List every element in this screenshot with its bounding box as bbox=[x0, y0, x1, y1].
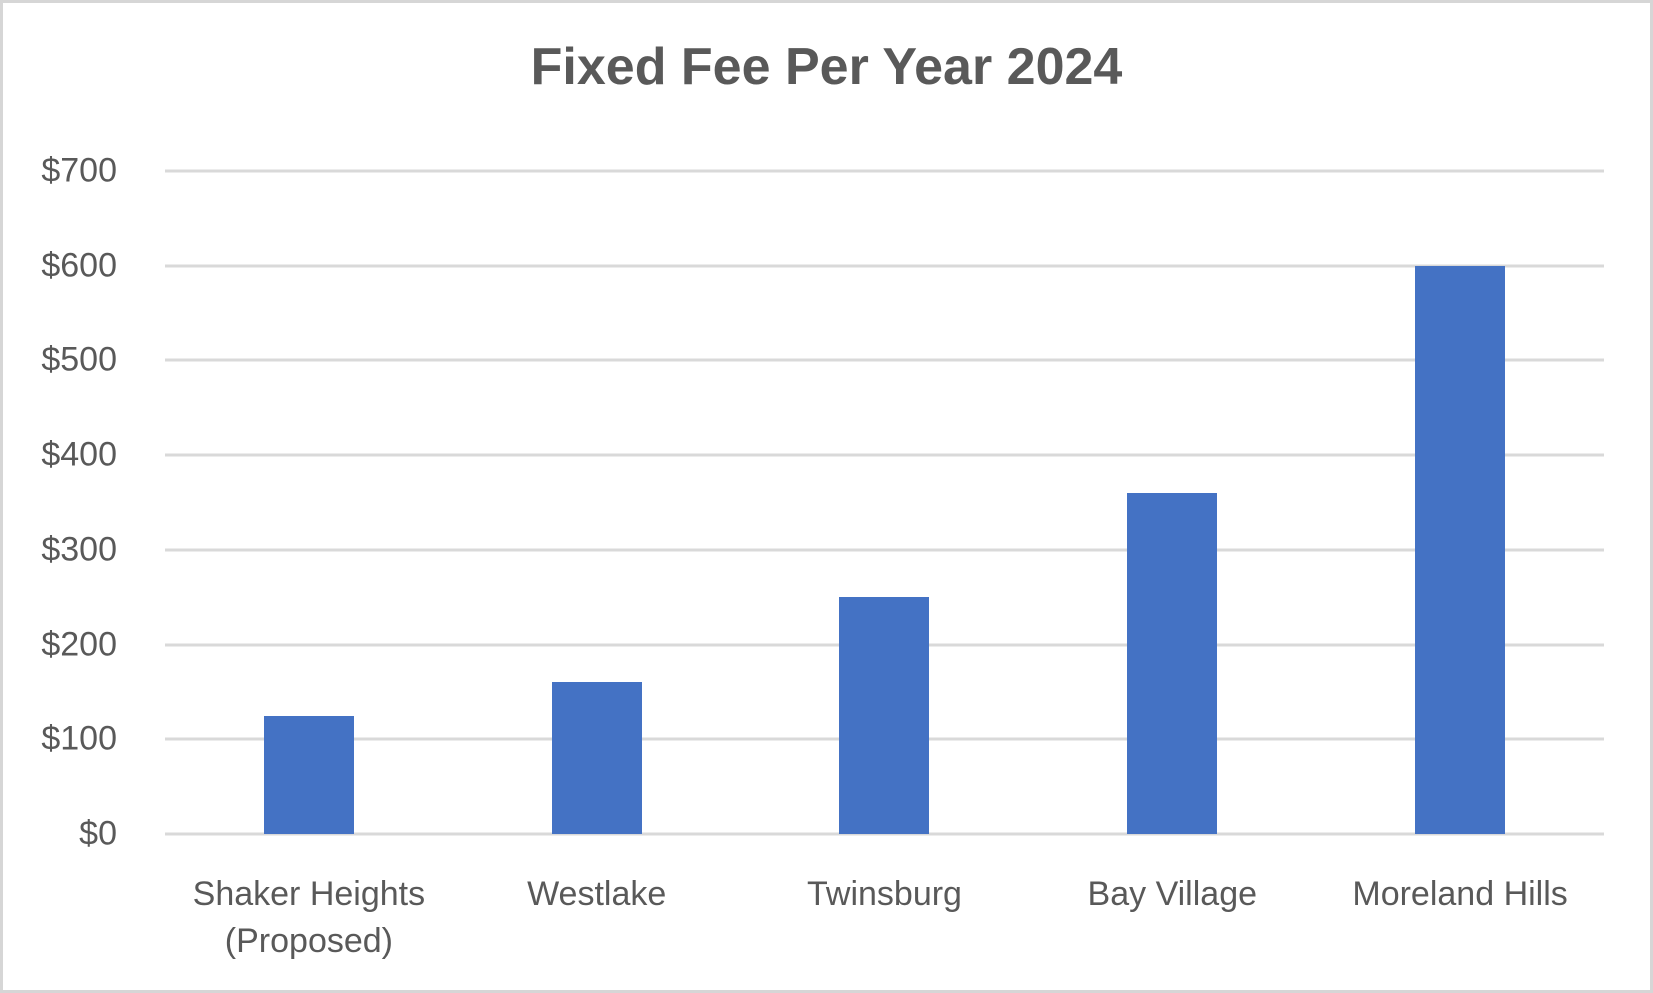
gridline bbox=[165, 264, 1604, 268]
gridline bbox=[165, 358, 1604, 362]
gridline bbox=[165, 169, 1604, 173]
bar-slot bbox=[741, 171, 1029, 834]
x-category-label: Twinsburg bbox=[807, 875, 962, 913]
y-tick-label: $500 bbox=[41, 340, 117, 379]
x-category-label: Moreland Hills bbox=[1352, 875, 1568, 913]
gridline bbox=[165, 548, 1604, 552]
y-tick-label: $200 bbox=[41, 625, 117, 664]
bar bbox=[839, 597, 930, 834]
x-axis: Shaker Heights (Proposed) Westlake Twinsbu… bbox=[165, 871, 1604, 965]
bar bbox=[263, 715, 354, 834]
y-tick-label: $700 bbox=[41, 151, 117, 190]
bar-slot bbox=[1028, 171, 1316, 834]
bar-slot bbox=[453, 171, 741, 834]
bar-slot bbox=[165, 171, 453, 834]
x-category-label: Bay Village bbox=[1087, 875, 1258, 913]
bar bbox=[1415, 265, 1506, 834]
bar-series bbox=[165, 171, 1604, 834]
gridline bbox=[165, 453, 1604, 457]
y-tick-label: $600 bbox=[41, 246, 117, 285]
gridline bbox=[165, 832, 1604, 836]
y-tick-label: $300 bbox=[41, 530, 117, 569]
x-category-label: Westlake bbox=[527, 875, 667, 913]
plot-area bbox=[165, 169, 1604, 836]
bar-slot bbox=[1316, 171, 1604, 834]
y-axis: $0 $100 $200 $300 $400 $500 $600 $700 bbox=[3, 152, 121, 853]
y-tick-label: $100 bbox=[41, 719, 117, 758]
y-tick-label: $0 bbox=[79, 814, 117, 853]
bar bbox=[551, 682, 642, 834]
y-tick-label: $400 bbox=[41, 435, 117, 474]
chart-title: Fixed Fee Per Year 2024 bbox=[530, 38, 1123, 96]
bar bbox=[1127, 493, 1218, 834]
x-category-label: Shaker Heights (Proposed) bbox=[192, 875, 426, 960]
